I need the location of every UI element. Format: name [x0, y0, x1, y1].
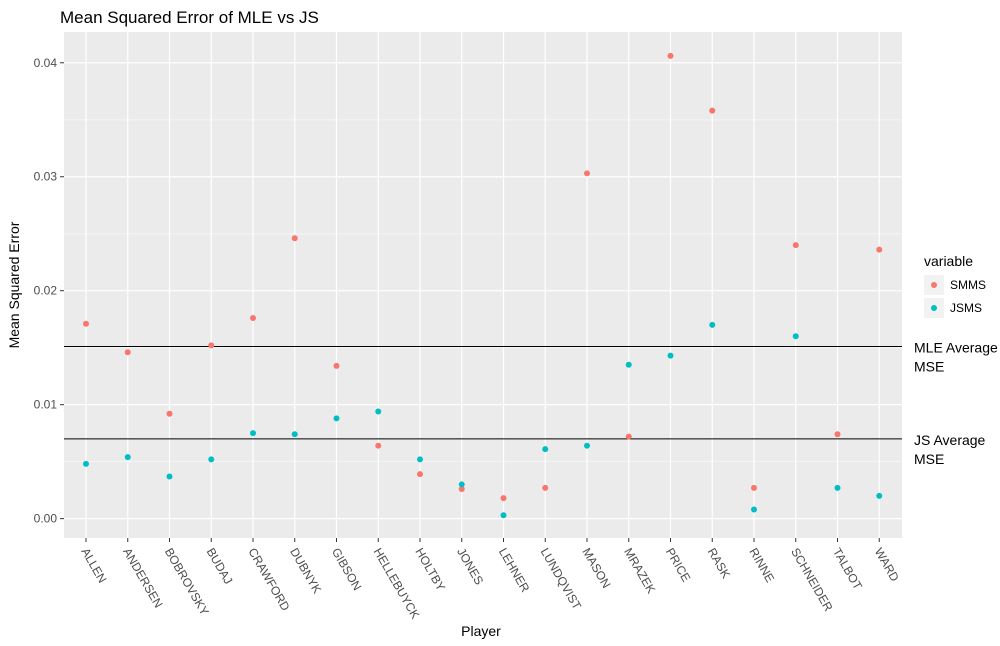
- data-point-smms: [166, 410, 173, 417]
- y-axis-ticks: 0.00 0.01 0.02 0.03 0.04: [34, 56, 64, 526]
- x-tick-label: MASON: [579, 546, 613, 591]
- legend-key-dot: [931, 282, 937, 288]
- data-point-smms: [751, 484, 757, 491]
- data-point-smms: [542, 484, 549, 491]
- data-point-jsms: [291, 431, 298, 438]
- data-point-jsms: [375, 408, 382, 415]
- data-point-jsms: [166, 473, 173, 480]
- data-point-smms: [124, 349, 131, 356]
- data-point-smms: [667, 52, 674, 59]
- data-point-smms: [291, 235, 298, 242]
- x-tick-label: RINNE: [746, 546, 777, 585]
- data-point-jsms: [709, 321, 716, 328]
- data-point-jsms: [458, 481, 465, 488]
- data-point-jsms: [667, 352, 674, 359]
- data-point-jsms: [876, 492, 883, 499]
- reference-line-label: JS Average: [914, 432, 986, 448]
- reference-line-label: MSE: [914, 359, 944, 375]
- y-tick-label: 0.01: [34, 398, 58, 412]
- x-tick-label: ALLEN: [78, 546, 109, 586]
- legend-key-dot: [931, 305, 937, 311]
- data-point-jsms: [542, 446, 549, 453]
- x-tick-label: DUBNYK: [287, 546, 324, 596]
- x-tick-label: CRAWFORD: [245, 546, 292, 614]
- x-tick-label: LEHNER: [496, 546, 533, 595]
- data-point-jsms: [83, 460, 89, 467]
- data-point-jsms: [834, 484, 841, 491]
- x-tick-label: WARD: [872, 546, 902, 585]
- data-point-smms: [792, 242, 799, 249]
- y-tick-label: 0.02: [34, 284, 58, 298]
- y-tick-label: 0.03: [34, 170, 58, 184]
- data-point-jsms: [250, 430, 256, 437]
- data-point-smms: [876, 246, 883, 253]
- reference-lines: MLE Average MSE JS Average MSE: [64, 340, 998, 467]
- grid-minor: [64, 119, 902, 463]
- data-point-smms: [208, 342, 215, 349]
- x-axis-label: Player: [461, 623, 501, 639]
- y-tick-label: 0.00: [34, 512, 58, 526]
- y-tick-label: 0.04: [34, 56, 58, 70]
- data-point-jsms: [124, 454, 131, 461]
- data-point-smms: [584, 170, 590, 177]
- x-tick-label: GIBSON: [329, 546, 364, 593]
- data-point-smms: [250, 315, 256, 322]
- data-point-jsms: [208, 456, 215, 463]
- x-tick-label: TALBOT: [830, 546, 865, 593]
- x-tick-label: BUDAJ: [204, 546, 236, 587]
- x-tick-label: ANDERSEN: [120, 546, 165, 611]
- x-tick-label: PRICE: [663, 546, 693, 585]
- data-point-smms: [709, 107, 716, 114]
- x-tick-label: RASK: [705, 546, 733, 581]
- chart-title: Mean Squared Error of MLE vs JS: [60, 8, 319, 27]
- data-point-jsms: [751, 506, 757, 513]
- x-tick-label: BOBROVSKY: [162, 546, 212, 618]
- data-point-jsms: [584, 442, 590, 449]
- data-point-smms: [417, 471, 423, 478]
- data-points: [83, 52, 883, 519]
- data-point-smms: [333, 362, 340, 369]
- reference-line-label: MSE: [914, 451, 944, 467]
- data-point-smms: [375, 442, 382, 449]
- data-point-jsms: [792, 333, 799, 340]
- x-tick-label: SCHNEIDER: [788, 546, 836, 614]
- data-point-jsms: [625, 361, 632, 368]
- legend-label: SMMS: [950, 278, 986, 292]
- data-point-smms: [83, 320, 89, 327]
- legend: variable SMMS JSMS: [924, 253, 986, 318]
- legend-label: JSMS: [950, 301, 982, 315]
- x-tick-label: LUNDQVIST: [538, 546, 585, 613]
- grid-major: [64, 32, 902, 538]
- data-point-smms: [500, 495, 507, 502]
- x-tick-label: JONES: [454, 546, 486, 588]
- x-tick-label: HELLEBUYCK: [371, 546, 423, 622]
- legend-title: variable: [924, 253, 973, 269]
- x-tick-label: MRAZEK: [621, 546, 658, 596]
- data-point-smms: [458, 485, 465, 492]
- data-point-jsms: [417, 456, 423, 463]
- data-point-jsms: [333, 415, 340, 422]
- plot-panel: [64, 32, 902, 538]
- data-point-smms: [625, 433, 632, 440]
- y-axis-label: Mean Squared Error: [6, 221, 22, 348]
- data-point-jsms: [500, 512, 507, 519]
- reference-line-label: MLE Average: [914, 340, 998, 356]
- x-tick-label: HOLTBY: [412, 546, 448, 594]
- data-point-smms: [834, 431, 841, 438]
